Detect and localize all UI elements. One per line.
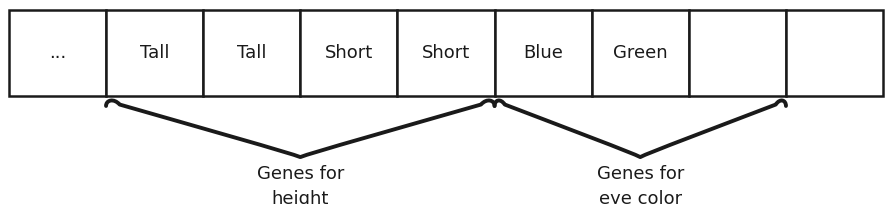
Text: Green: Green <box>613 44 667 62</box>
Text: Genes for
eye color: Genes for eye color <box>597 165 684 204</box>
Text: Tall: Tall <box>140 44 169 62</box>
Bar <box>398 10 494 96</box>
Bar <box>301 10 398 96</box>
Text: Blue: Blue <box>524 44 563 62</box>
Bar <box>786 10 883 96</box>
Text: Short: Short <box>325 44 373 62</box>
Bar <box>689 10 786 96</box>
Text: Genes for
height: Genes for height <box>257 165 344 204</box>
Bar <box>494 10 591 96</box>
Text: Short: Short <box>422 44 470 62</box>
Bar <box>203 10 301 96</box>
Text: Tall: Tall <box>237 44 267 62</box>
Bar <box>106 10 203 96</box>
Bar <box>591 10 689 96</box>
Bar <box>9 10 106 96</box>
Text: ...: ... <box>49 44 66 62</box>
